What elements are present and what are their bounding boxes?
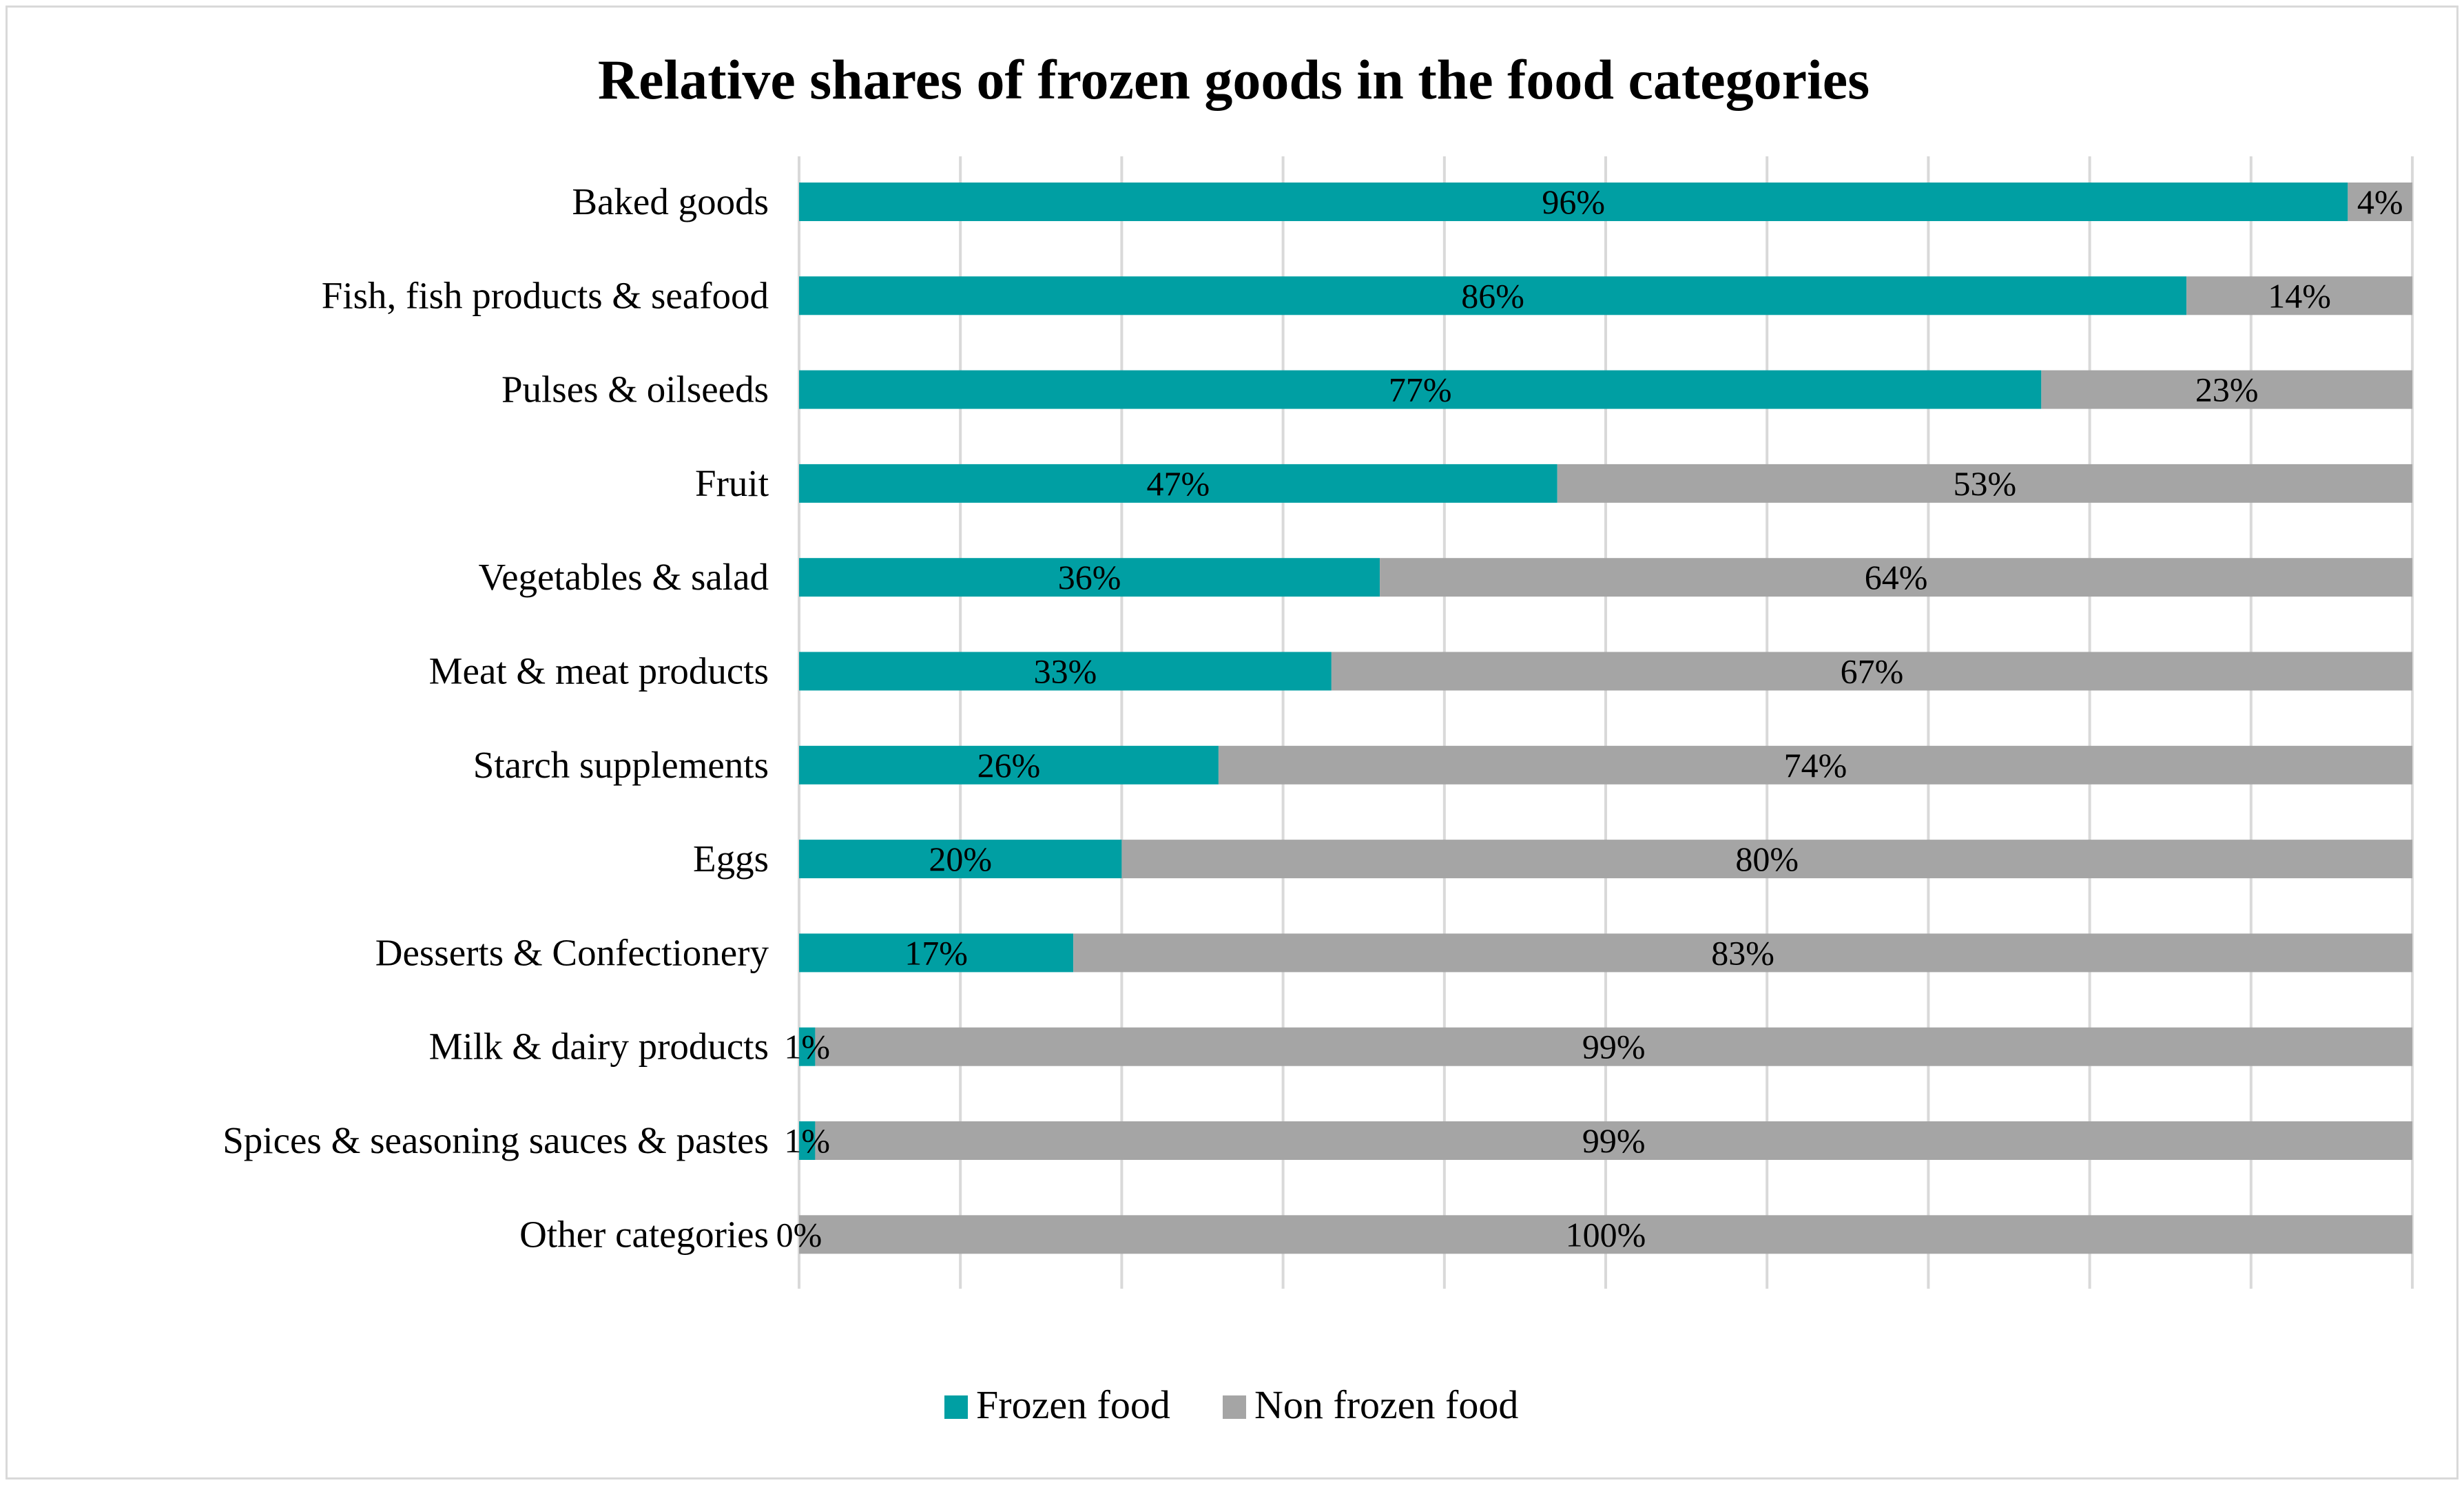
bar-non-frozen-food	[2348, 183, 2412, 221]
bar-frozen-food	[799, 370, 2042, 409]
bar-frozen-food	[799, 183, 2348, 221]
data-label-frozen-food: 1%	[784, 1121, 830, 1160]
gridlines	[798, 156, 2414, 1289]
legend-swatch-frozen-food	[944, 1395, 968, 1419]
bar-non-frozen-food	[1557, 464, 2412, 503]
bar-frozen-food	[799, 840, 1122, 879]
bar-frozen-food	[799, 1027, 816, 1066]
data-label-non-frozen-food: 23%	[2195, 371, 2259, 409]
category-label: Fish, fish products & seafood	[322, 274, 769, 316]
data-label-frozen-food: 20%	[929, 840, 992, 878]
data-labels: 96% 4% 86% 14% 77% 23% 47% 53% 36% 64% 33% 67% 26% 74…	[776, 183, 2403, 1254]
data-label-non-frozen-food: 4%	[2357, 183, 2403, 221]
bar-frozen-food	[799, 558, 1380, 597]
data-label-frozen-food: 0%	[776, 1215, 822, 1254]
bar-frozen-food	[799, 1121, 816, 1160]
bar-non-frozen-food	[799, 1215, 2412, 1254]
data-label-frozen-food: 17%	[904, 933, 968, 972]
legend-label-non-frozen-food: Non frozen food	[1254, 1382, 1518, 1427]
bar-non-frozen-food	[2041, 370, 2412, 409]
bar-non-frozen-food	[815, 1121, 2413, 1160]
category-label: Pulses & oilseeds	[501, 368, 769, 411]
data-label-non-frozen-food: 100%	[1566, 1215, 1646, 1254]
bar-non-frozen-food	[1331, 652, 2412, 691]
legend: Frozen food Non frozen food	[944, 1382, 1518, 1427]
data-label-frozen-food: 96%	[1542, 183, 1605, 221]
data-label-non-frozen-food: 67%	[1841, 652, 1904, 691]
data-label-frozen-food: 33%	[1034, 652, 1097, 691]
category-label: Spices & seasoning sauces & pastes	[222, 1119, 769, 1161]
data-label-frozen-food: 86%	[1461, 276, 1524, 315]
category-label: Eggs	[693, 838, 769, 880]
category-label: Other categories	[519, 1213, 769, 1255]
bar-non-frozen-food	[815, 1027, 2413, 1066]
data-label-frozen-food: 47%	[1147, 464, 1210, 503]
category-label: Milk & dairy products	[429, 1026, 769, 1068]
data-label-non-frozen-food: 99%	[1582, 1028, 1646, 1066]
category-label: Baked goods	[572, 180, 769, 222]
data-label-frozen-food: 36%	[1058, 558, 1121, 596]
chart-title: Relative shares of frozen goods in the f…	[598, 48, 1870, 111]
category-label: Starch supplements	[473, 744, 769, 786]
data-label-frozen-food: 26%	[977, 746, 1041, 785]
bar-frozen-food	[799, 745, 1219, 785]
data-label-non-frozen-food: 80%	[1735, 840, 1799, 878]
legend-label-frozen-food: Frozen food	[976, 1382, 1170, 1427]
bar-frozen-food	[799, 276, 2187, 315]
bar-frozen-food	[799, 652, 1332, 691]
category-label: Desserts & Confectionery	[375, 931, 769, 973]
data-label-frozen-food: 77%	[1389, 371, 1452, 409]
bar-non-frozen-food	[2186, 276, 2412, 315]
chart: Relative shares of frozen goods in the f…	[222, 48, 2414, 1427]
category-label: Vegetables & salad	[478, 556, 769, 598]
data-label-non-frozen-food: 74%	[1784, 746, 1847, 785]
bar-non-frozen-food	[1218, 745, 2412, 785]
bar-non-frozen-food	[1073, 933, 2412, 973]
data-label-non-frozen-food: 14%	[2268, 276, 2331, 315]
category-label: Meat & meat products	[429, 650, 769, 692]
category-label: Fruit	[695, 462, 769, 504]
bar-frozen-food	[799, 464, 1557, 503]
data-label-non-frozen-food: 53%	[1954, 464, 2017, 503]
bar-non-frozen-food	[1121, 840, 2412, 879]
legend-swatch-non-frozen-food	[1223, 1395, 1246, 1419]
bar-frozen-food	[799, 933, 1074, 973]
data-label-frozen-food: 1%	[784, 1028, 830, 1066]
chart-frame: Relative shares of frozen goods in the f…	[6, 6, 2458, 1479]
data-label-non-frozen-food: 99%	[1582, 1121, 1646, 1160]
bar-non-frozen-food	[1380, 558, 2412, 597]
bars	[799, 183, 2413, 1254]
category-labels: Baked goods Fish, fish products & seafood…	[222, 180, 769, 1255]
data-label-non-frozen-food: 83%	[1711, 933, 1774, 972]
data-label-non-frozen-food: 64%	[1865, 558, 1928, 596]
